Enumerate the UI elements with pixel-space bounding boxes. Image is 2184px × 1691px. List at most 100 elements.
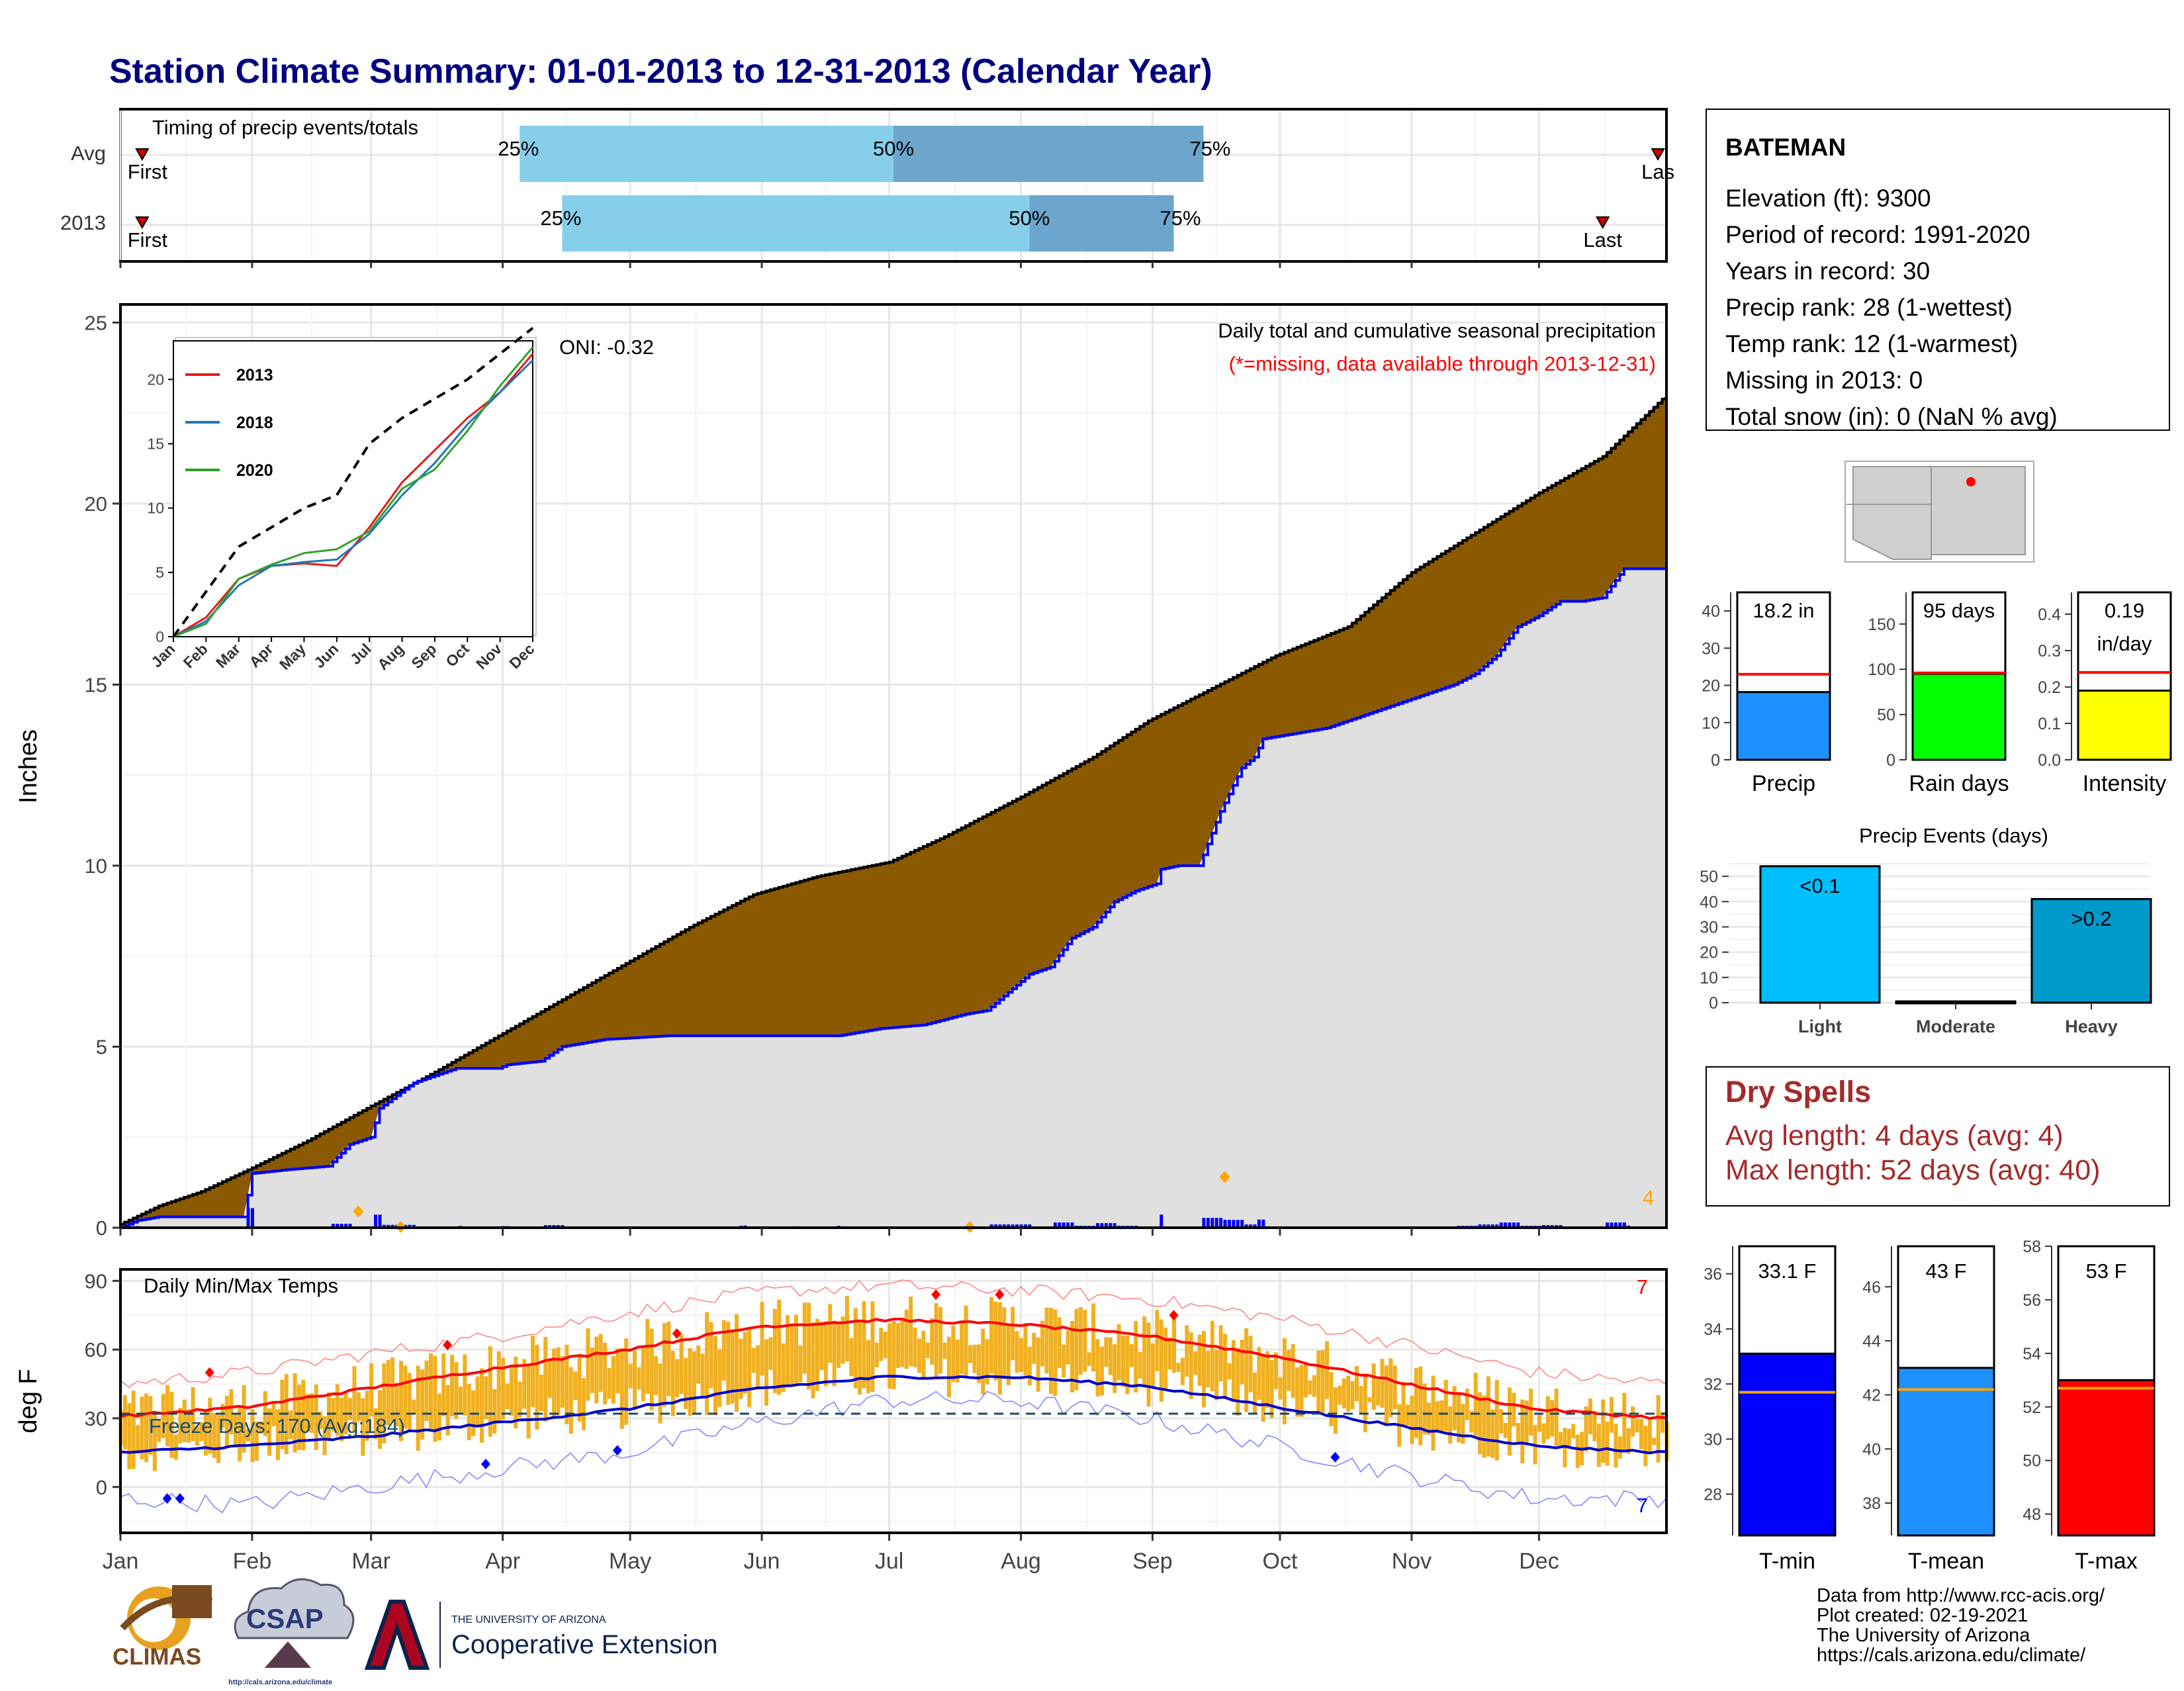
temp-daily-bar — [833, 1320, 837, 1386]
temp-daily-bar — [735, 1314, 739, 1412]
temp-daily-bar — [671, 1351, 675, 1416]
temp-daily-bar — [1121, 1335, 1125, 1387]
temp-y-tick-label: 90 — [85, 1269, 107, 1293]
temp-daily-bar — [1032, 1333, 1036, 1364]
precip-panel-title: Daily total and cumulative seasonal prec… — [1218, 319, 1656, 342]
minibar-y-tick-label: 0.1 — [2038, 715, 2061, 733]
temp-panel-title: Daily Min/Max Temps — [144, 1274, 338, 1297]
temp-daily-bar — [1134, 1321, 1138, 1393]
temp-daily-bar — [1541, 1424, 1545, 1443]
month-label-dec: Dec — [1519, 1549, 1559, 1574]
inset-y-tick-label: 20 — [147, 371, 164, 388]
temp-daily-bar — [972, 1345, 976, 1373]
temp-daily-bar — [1622, 1393, 1626, 1451]
footer: Data from http://www.rcc-acis.org/ Plot … — [113, 1579, 2105, 1686]
tempbar-y-tick-label: 34 — [1704, 1320, 1722, 1339]
temp-daily-bar — [633, 1350, 637, 1410]
new-mexico-shape — [1931, 467, 2025, 555]
precip-y-label: Inches — [15, 729, 42, 803]
tempbar-y-tick-label: 48 — [2023, 1506, 2041, 1524]
temp-daily-bar — [943, 1342, 947, 1359]
temp-daily-bar — [1198, 1335, 1202, 1386]
footer-line-3: The University of Arizona — [1817, 1625, 2030, 1646]
temp-daily-bar — [454, 1362, 458, 1419]
temp-daily-bar — [1516, 1423, 1520, 1445]
temp-daily-bar — [998, 1303, 1002, 1395]
temp-daily-bar — [684, 1358, 688, 1409]
temp-daily-bar — [1045, 1308, 1049, 1374]
timing-avg-first-label: First — [128, 160, 168, 183]
temp-daily-bar — [506, 1383, 510, 1409]
tempbar-y-tick-label: 36 — [1704, 1265, 1722, 1284]
footer-line-2: Plot created: 02-19-2021 — [1817, 1605, 2028, 1626]
minibar-value-intensity — [2078, 691, 2171, 760]
temp-daily-bar — [713, 1336, 717, 1416]
precip-y-tick-label: 15 — [85, 673, 107, 696]
temp-daily-bar — [1058, 1317, 1062, 1368]
temp-daily-bar — [1406, 1404, 1410, 1426]
temp-daily-bar — [981, 1329, 985, 1395]
temp-daily-bar — [620, 1349, 624, 1429]
temp-daily-bar — [917, 1339, 921, 1373]
timing-avg-q75-label: 75% — [1189, 137, 1230, 160]
temp-daily-bar — [1601, 1399, 1605, 1463]
page-title: Station Climate Summary: 01-01-2013 to 1… — [109, 52, 1212, 91]
ua-big-text: Cooperative Extension — [451, 1630, 717, 1659]
minibar-y-tick-label: 150 — [1868, 616, 1895, 634]
minibar-y-tick-label: 0.3 — [2038, 642, 2061, 661]
temp-daily-bar — [1537, 1415, 1541, 1432]
minibar-y-tick-label: 100 — [1868, 661, 1895, 679]
temp-count-min: 7 — [1637, 1494, 1648, 1517]
tempbar-y-tick-label: 42 — [1862, 1387, 1881, 1405]
tempbar-y-tick-label: 58 — [2023, 1238, 2041, 1256]
temp-daily-bar — [429, 1353, 433, 1429]
temp-daily-bar — [1040, 1321, 1044, 1367]
minibar-label: Intensity — [2083, 771, 2167, 796]
tempbar-y-tick-label: 32 — [1704, 1375, 1722, 1394]
inset-legend-label-2013: 2013 — [236, 366, 273, 385]
minibar-y-tick-label: 30 — [1702, 639, 1720, 658]
station-info-line: Temp rank: 12 (1-warmest) — [1725, 330, 2018, 357]
temp-daily-bar — [858, 1320, 862, 1394]
minibar-value-text: 95 days — [1923, 599, 1995, 622]
temp-daily-bar — [1206, 1351, 1210, 1388]
month-label-nov: Nov — [1392, 1549, 1432, 1574]
temp-daily-bar — [803, 1303, 807, 1374]
temp-daily-bar — [900, 1319, 904, 1367]
temp-daily-bar — [1087, 1352, 1091, 1366]
temp-daily-bar — [1402, 1382, 1406, 1427]
month-label-may: May — [609, 1549, 651, 1574]
temp-daily-bar — [1261, 1356, 1265, 1422]
temp-daily-bar — [1555, 1389, 1559, 1446]
temp-daily-bar — [896, 1323, 900, 1368]
temp-daily-bar — [1461, 1404, 1465, 1444]
temp-daily-bar — [1253, 1373, 1257, 1413]
minibar-value-text-2: in/day — [2097, 632, 2152, 655]
temp-daily-bar — [1163, 1328, 1167, 1391]
temp-daily-bar — [1185, 1325, 1189, 1377]
temp-daily-bar — [887, 1324, 891, 1389]
temp-daily-bar — [437, 1394, 441, 1441]
temp-daily-bar — [773, 1309, 777, 1393]
events-x-label-light: Light — [1798, 1017, 1842, 1036]
minibar-label: Precip — [1752, 771, 1815, 796]
dry-spells-avg: Avg length: 4 days (avg: 4) — [1725, 1120, 2064, 1152]
temp-daily-bar — [1372, 1363, 1376, 1410]
minibar-y-tick-label: 0.2 — [2038, 678, 2061, 697]
temp-daily-bar — [760, 1302, 764, 1375]
temp-daily-bar — [1181, 1358, 1185, 1385]
month-label-apr: Apr — [485, 1549, 520, 1574]
temp-daily-bar — [484, 1376, 488, 1419]
month-label-oct: Oct — [1263, 1549, 1298, 1574]
temp-daily-bar — [1550, 1400, 1554, 1436]
ua-small-text: THE UNIVERSITY OF ARIZONA — [451, 1614, 606, 1625]
timing-2013-q25-q50-bar — [562, 195, 1029, 251]
inset-y-tick-label: 15 — [147, 435, 164, 452]
temp-daily-bar — [1499, 1409, 1503, 1434]
temp-daily-bar — [594, 1336, 598, 1403]
csap-text: CSAP — [246, 1603, 324, 1634]
temp-daily-bar — [675, 1359, 679, 1398]
